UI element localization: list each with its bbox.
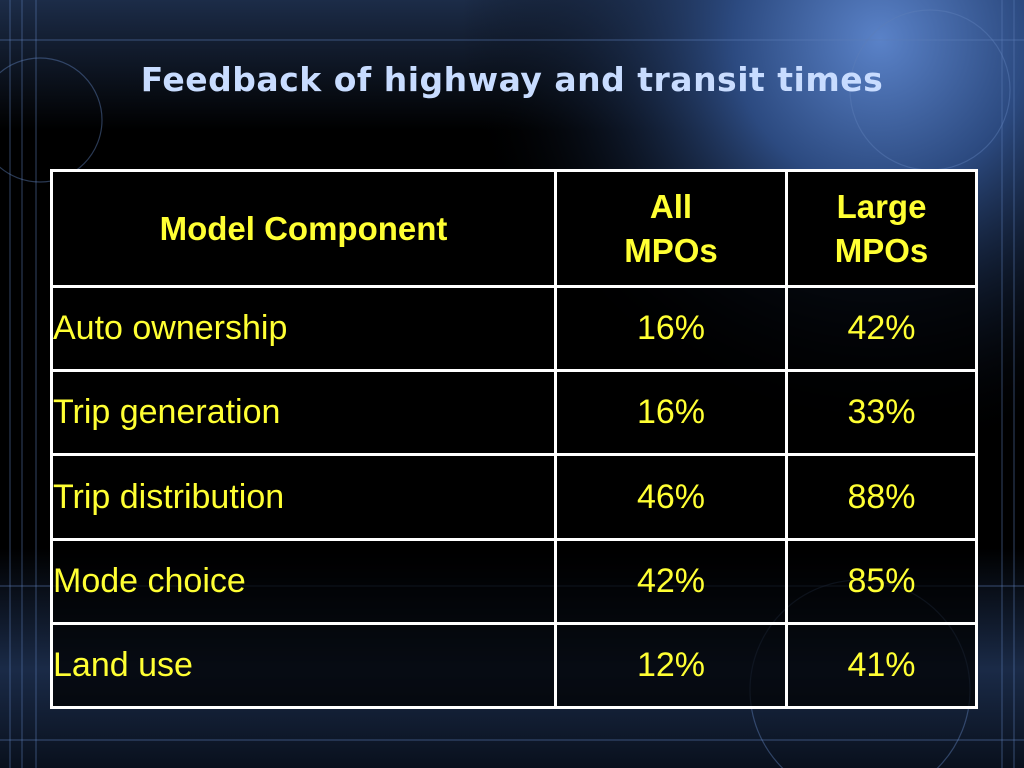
cell-large-mpos: 41% bbox=[785, 621, 978, 710]
header-all-mpos: All MPOs bbox=[554, 169, 788, 288]
slide-title: Feedback of highway and transit times bbox=[140, 60, 884, 99]
header-large-line2: MPOs bbox=[834, 231, 929, 269]
cell-all-mpos: 16% bbox=[554, 369, 788, 457]
table-row: Land use 12% 41% bbox=[50, 621, 978, 710]
cell-large-mpos: 33% bbox=[785, 369, 978, 457]
cell-all-mpos: 16% bbox=[554, 284, 788, 373]
cell-component: Auto ownership bbox=[50, 284, 557, 373]
cell-component: Land use bbox=[50, 621, 557, 710]
cell-large-mpos: 85% bbox=[785, 537, 978, 625]
cell-component: Trip distribution bbox=[50, 453, 557, 541]
cell-all-mpos: 12% bbox=[554, 621, 788, 710]
header-large-mpos: Large MPOs bbox=[785, 169, 978, 288]
cell-large-mpos: 88% bbox=[785, 453, 978, 541]
header-all-line1: All bbox=[649, 187, 693, 225]
header-model-component: Model Component bbox=[50, 169, 557, 288]
table-row: Mode choice 42% 85% bbox=[50, 537, 978, 625]
table-row: Trip distribution 46% 88% bbox=[50, 453, 978, 541]
table-header-row: Model Component All MPOs Large MPOs bbox=[50, 169, 978, 288]
cell-all-mpos: 46% bbox=[554, 453, 788, 541]
header-large-line1: Large bbox=[836, 187, 927, 225]
cell-component: Mode choice bbox=[50, 537, 557, 625]
cell-large-mpos: 42% bbox=[785, 284, 978, 373]
cell-all-mpos: 42% bbox=[554, 537, 788, 625]
cell-component: Trip generation bbox=[50, 369, 557, 457]
table-row: Auto ownership 16% 42% bbox=[50, 284, 978, 373]
table-row: Trip generation 16% 33% bbox=[50, 369, 978, 457]
header-all-line2: MPOs bbox=[624, 231, 718, 269]
mpo-feedback-table: Model Component All MPOs Large MPOs Auto… bbox=[50, 169, 978, 710]
